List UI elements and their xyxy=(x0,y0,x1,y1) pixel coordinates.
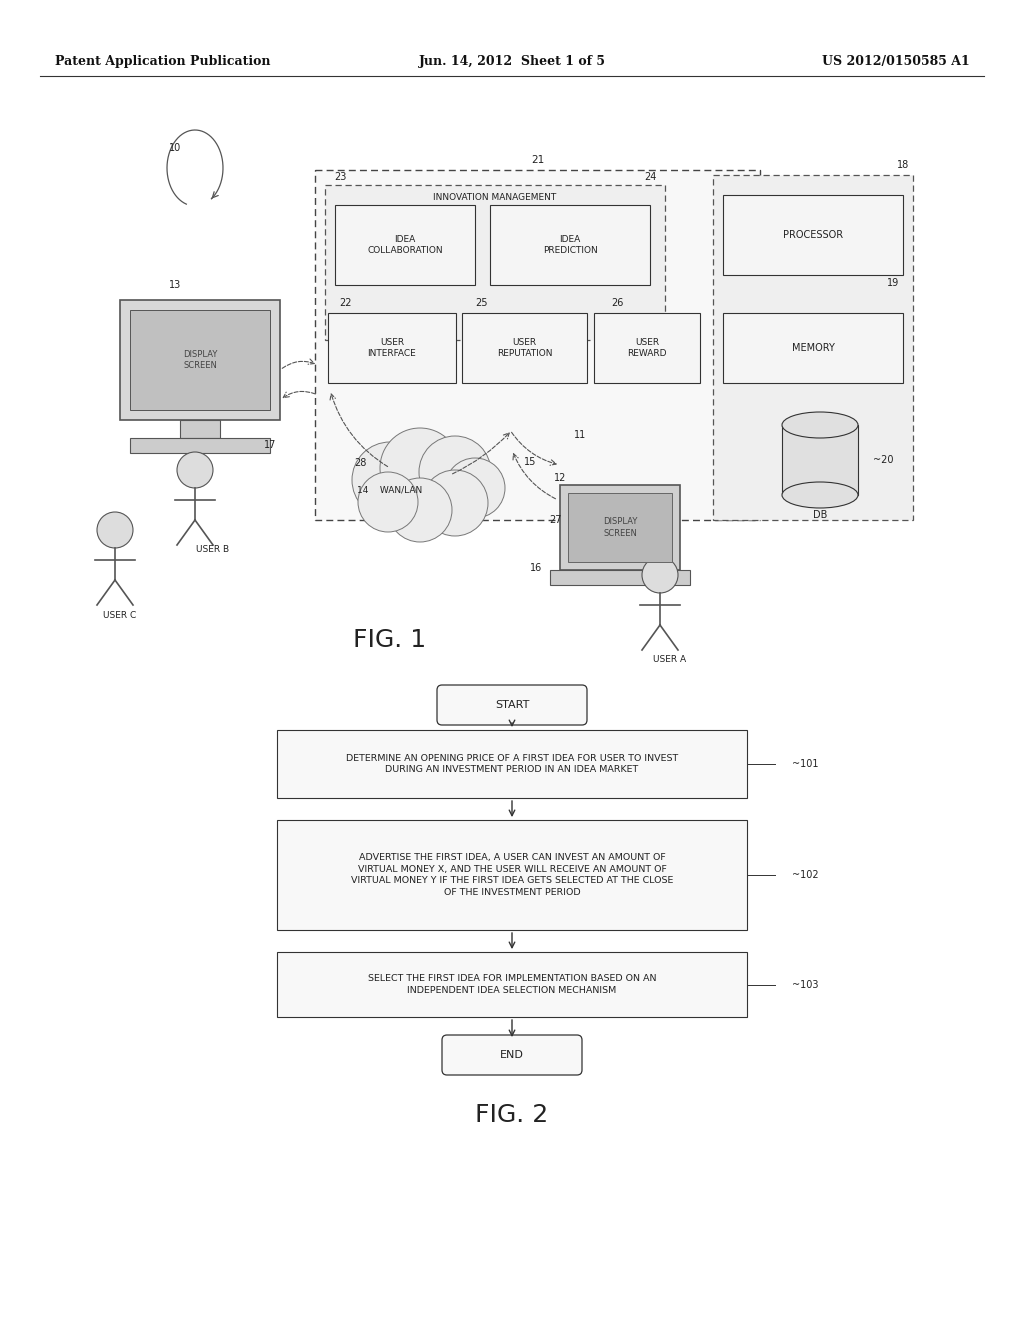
Text: 19: 19 xyxy=(887,279,899,288)
Text: ~103: ~103 xyxy=(792,979,818,990)
Circle shape xyxy=(97,512,133,548)
Bar xyxy=(462,313,587,383)
Text: 24: 24 xyxy=(644,172,656,182)
Text: 14    WAN/LAN: 14 WAN/LAN xyxy=(357,486,423,495)
Text: 11: 11 xyxy=(573,430,586,440)
Text: 26: 26 xyxy=(610,298,624,308)
Text: 16: 16 xyxy=(529,564,542,573)
Text: 22: 22 xyxy=(339,298,351,308)
Text: START: START xyxy=(495,700,529,710)
Text: Patent Application Publication: Patent Application Publication xyxy=(55,55,270,69)
Circle shape xyxy=(380,428,460,508)
Bar xyxy=(713,176,913,520)
Bar xyxy=(315,170,760,520)
Bar xyxy=(325,185,665,341)
Bar xyxy=(278,820,746,931)
Text: ~20: ~20 xyxy=(872,455,893,465)
Bar xyxy=(180,420,220,438)
Text: SELECT THE FIRST IDEA FOR IMPLEMENTATION BASED ON AN
INDEPENDENT IDEA SELECTION : SELECT THE FIRST IDEA FOR IMPLEMENTATION… xyxy=(368,974,656,995)
Bar xyxy=(723,195,903,275)
Text: FIG. 2: FIG. 2 xyxy=(475,1104,549,1127)
Text: Jun. 14, 2012  Sheet 1 of 5: Jun. 14, 2012 Sheet 1 of 5 xyxy=(419,55,605,69)
Bar xyxy=(550,570,690,585)
Text: 17: 17 xyxy=(264,440,276,450)
Text: END: END xyxy=(500,1049,524,1060)
Text: 23: 23 xyxy=(334,172,346,182)
Text: PROCESSOR: PROCESSOR xyxy=(783,230,843,240)
Text: USER
REWARD: USER REWARD xyxy=(628,338,667,358)
Bar xyxy=(130,438,270,453)
Text: ADVERTISE THE FIRST IDEA, A USER CAN INVEST AN AMOUNT OF
VIRTUAL MONEY X, AND TH: ADVERTISE THE FIRST IDEA, A USER CAN INV… xyxy=(351,853,673,898)
Text: 18: 18 xyxy=(897,160,909,170)
Text: ~101: ~101 xyxy=(792,759,818,770)
Bar xyxy=(723,313,903,383)
Text: IDEA
PREDICTION: IDEA PREDICTION xyxy=(543,235,597,255)
FancyBboxPatch shape xyxy=(437,685,587,725)
FancyBboxPatch shape xyxy=(442,1035,582,1074)
Text: 10: 10 xyxy=(169,143,181,153)
Text: USER
REPUTATION: USER REPUTATION xyxy=(497,338,552,358)
Text: IDEA
COLLABORATION: IDEA COLLABORATION xyxy=(368,235,442,255)
Text: DISPLAY
SCREEN: DISPLAY SCREEN xyxy=(183,350,217,370)
Bar xyxy=(130,310,270,411)
Bar xyxy=(782,425,858,495)
Circle shape xyxy=(419,436,490,508)
Bar xyxy=(120,300,280,420)
Bar xyxy=(278,730,746,799)
Circle shape xyxy=(177,451,213,488)
Text: DETERMINE AN OPENING PRICE OF A FIRST IDEA FOR USER TO INVEST
DURING AN INVESTME: DETERMINE AN OPENING PRICE OF A FIRST ID… xyxy=(346,754,678,775)
Text: USER A: USER A xyxy=(653,656,686,664)
Circle shape xyxy=(445,458,505,517)
Bar xyxy=(278,952,746,1016)
Text: 28: 28 xyxy=(354,458,367,469)
Circle shape xyxy=(642,557,678,593)
Text: USER
INTERFACE: USER INTERFACE xyxy=(368,338,417,358)
Ellipse shape xyxy=(782,482,858,508)
Text: INNOVATION MANAGEMENT: INNOVATION MANAGEMENT xyxy=(433,193,557,202)
Bar xyxy=(560,484,680,570)
Text: USER C: USER C xyxy=(103,610,136,619)
Text: ~102: ~102 xyxy=(792,870,818,880)
Circle shape xyxy=(358,473,418,532)
Text: US 2012/0150585 A1: US 2012/0150585 A1 xyxy=(822,55,970,69)
Text: USER B: USER B xyxy=(197,545,229,554)
Text: 13: 13 xyxy=(169,280,181,290)
Text: 15: 15 xyxy=(524,457,537,467)
Text: 12: 12 xyxy=(554,473,566,483)
Circle shape xyxy=(388,478,452,543)
Text: 25: 25 xyxy=(476,298,488,308)
Text: DB: DB xyxy=(813,510,827,520)
Text: DISPLAY
SCREEN: DISPLAY SCREEN xyxy=(603,517,637,537)
Text: 21: 21 xyxy=(530,154,544,165)
Text: MEMORY: MEMORY xyxy=(792,343,835,352)
Circle shape xyxy=(352,442,428,517)
Ellipse shape xyxy=(782,412,858,438)
Bar xyxy=(328,313,456,383)
Text: 27: 27 xyxy=(549,515,561,525)
Circle shape xyxy=(422,470,488,536)
Bar xyxy=(335,205,475,285)
Bar xyxy=(568,492,672,562)
Text: FIG. 1: FIG. 1 xyxy=(353,628,427,652)
Bar xyxy=(490,205,650,285)
Bar xyxy=(594,313,700,383)
